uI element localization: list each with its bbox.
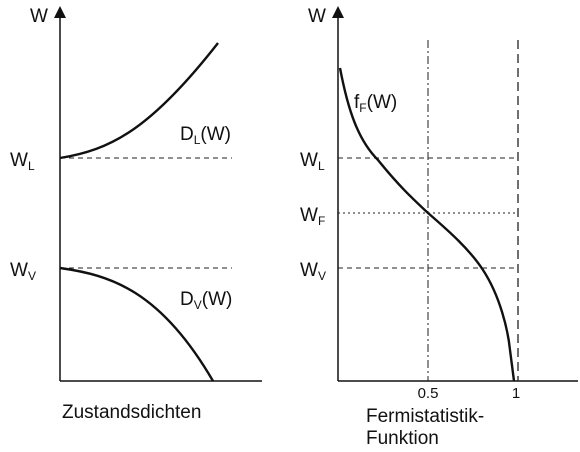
label-tail: (W) [202, 289, 233, 310]
label-sub: V [318, 269, 326, 283]
conduction-dos [59, 42, 219, 160]
caption: Fermistatistik- [366, 406, 484, 427]
label-sub: L [318, 159, 325, 173]
tick-label: 1 [512, 385, 520, 402]
label-tail: (W) [367, 92, 398, 113]
label-sub: F [318, 214, 325, 228]
label-sub: V [28, 269, 36, 283]
level-label: WV [10, 260, 36, 283]
label-sub: F [359, 101, 366, 115]
level-label: WF [300, 205, 325, 228]
label-sub: V [194, 298, 202, 312]
curve-label: DL(W) [180, 124, 231, 147]
tick-label: 0.5 [418, 385, 439, 402]
label-base: W [300, 205, 318, 226]
level-label: WL [10, 150, 35, 173]
curve-label: DV(W) [180, 289, 232, 312]
caption: Zustandsdichten [62, 402, 201, 423]
label-base: W [300, 150, 318, 171]
level-label: WV [300, 260, 326, 283]
label-base: W [10, 260, 28, 281]
label-sub: L [28, 159, 35, 173]
label-sub: L [194, 133, 201, 147]
label-base: f [354, 92, 360, 113]
axis-label: W [308, 6, 326, 27]
label-base: W [10, 150, 28, 171]
curve-label: fF(W) [354, 92, 397, 115]
caption: Funktion [366, 428, 439, 449]
valence-dos [59, 266, 215, 382]
fermi-curve [338, 67, 516, 382]
label-base: D [180, 124, 194, 145]
label-tail: (W) [200, 124, 231, 145]
label-base: W [300, 260, 318, 281]
level-label: WL [300, 150, 325, 173]
axis-label: W [30, 6, 48, 27]
label-base: D [180, 289, 194, 310]
